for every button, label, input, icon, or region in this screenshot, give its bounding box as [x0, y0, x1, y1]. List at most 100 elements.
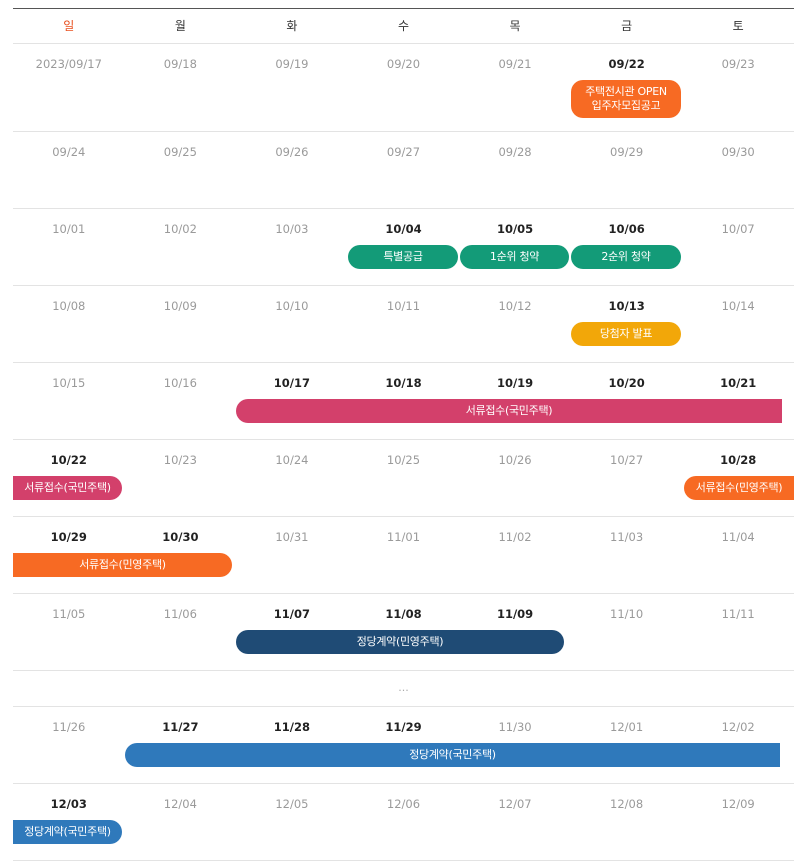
weekday-label: 화: [286, 19, 298, 33]
day-date[interactable]: 10/02: [163, 222, 197, 236]
week-row: 11/26 11/27 11/28 11/29 11/30 12/01 12/02 정당계약(…: [13, 707, 794, 784]
day-date[interactable]: 10/10: [275, 299, 309, 313]
ellipsis-row: ...: [13, 671, 794, 707]
day-date[interactable]: 11/28: [273, 720, 311, 734]
day-date[interactable]: 10/11: [386, 299, 421, 313]
day-date[interactable]: 12/05: [275, 797, 309, 811]
event-bar[interactable]: 주택전시관 OPEN 입주자모집공고: [571, 80, 681, 118]
day-date[interactable]: 10/17: [273, 376, 311, 390]
day-date[interactable]: 10/18: [385, 376, 422, 390]
week-row: 10/01 10/02 10/03 10/04 10/05 10/06 10/07 특별공급 1…: [13, 209, 794, 286]
day-date[interactable]: 10/12: [498, 299, 532, 313]
day-date[interactable]: 11/09: [496, 607, 534, 621]
event-bar[interactable]: 2순위 청약: [571, 245, 681, 269]
event-bar[interactable]: 정당계약(민영주택): [236, 630, 564, 654]
day-date[interactable]: 09/28: [498, 145, 532, 159]
day-date[interactable]: 10/13: [608, 299, 645, 313]
day-date[interactable]: 11/27: [162, 720, 199, 734]
day-date[interactable]: 11/06: [163, 607, 197, 621]
day-date[interactable]: 12/01: [610, 720, 644, 734]
event-bar[interactable]: 특별공급: [348, 245, 458, 269]
event-bar[interactable]: 서류접수(국민주택): [13, 476, 122, 500]
day-date[interactable]: 10/26: [498, 453, 532, 467]
event-bar[interactable]: 정당계약(국민주택): [125, 743, 780, 767]
day-date[interactable]: 10/22: [50, 453, 87, 467]
day-date[interactable]: 12/07: [498, 797, 532, 811]
weekday-label: 금: [621, 19, 633, 33]
week-row: 10/29 10/30 10/31 11/01 11/02 11/03 11/04 서류접수(…: [13, 517, 794, 594]
event-bar[interactable]: 서류접수(민영주택): [13, 553, 232, 577]
day-date[interactable]: 12/06: [386, 797, 421, 811]
day-date[interactable]: 09/25: [163, 145, 197, 159]
week-row: 11/05 11/06 11/07 11/08 11/09 11/10 11/11 정당계약(…: [13, 594, 794, 671]
day-date[interactable]: 10/14: [721, 299, 755, 313]
week-row: 12/03 12/04 12/05 12/06 12/07 12/08 12/09 정당계약(…: [13, 784, 794, 861]
day-date[interactable]: 10/16: [163, 376, 197, 390]
event-bar[interactable]: 1순위 청약: [460, 245, 569, 269]
day-date[interactable]: 2023/09/17: [35, 57, 102, 71]
day-date[interactable]: 11/08: [385, 607, 422, 621]
ellipsis: ...: [398, 681, 409, 694]
day-date[interactable]: 10/01: [52, 222, 86, 236]
day-date[interactable]: 10/09: [163, 299, 197, 313]
day-date[interactable]: 12/08: [610, 797, 644, 811]
weekday-label: 월: [174, 19, 186, 33]
event-bar[interactable]: 서류접수(민영주택): [684, 476, 794, 500]
day-date[interactable]: 11/01: [386, 530, 421, 544]
day-date[interactable]: 10/20: [608, 376, 645, 390]
day-date[interactable]: 09/22: [608, 57, 645, 71]
day-date[interactable]: 11/29: [385, 720, 422, 734]
day-date[interactable]: 09/23: [721, 57, 755, 71]
day-date[interactable]: 09/27: [386, 145, 421, 159]
week-row: 10/08 10/09 10/10 10/11 10/12 10/13 10/14 당첨자 발…: [13, 286, 794, 363]
day-date[interactable]: 12/04: [163, 797, 197, 811]
day-date[interactable]: 11/05: [52, 607, 86, 621]
day-date[interactable]: 10/23: [163, 453, 197, 467]
day-date[interactable]: 10/08: [52, 299, 86, 313]
weekday-label: 수: [397, 19, 409, 33]
week-row: 2023/09/17 09/18 09/19 09/20 09/21 09/22 09/23…: [13, 44, 794, 132]
day-date[interactable]: 10/07: [721, 222, 755, 236]
day-date[interactable]: 11/11: [721, 607, 755, 621]
week-row: 10/15 10/16 10/17 10/18 10/19 10/20 10/21 서류접수(…: [13, 363, 794, 440]
day-date[interactable]: 10/31: [275, 530, 309, 544]
day-date[interactable]: 10/27: [610, 453, 644, 467]
day-date[interactable]: 10/19: [496, 376, 534, 390]
day-date[interactable]: 12/02: [721, 720, 755, 734]
calendar-weeks: 2023/09/17 09/18 09/19 09/20 09/21 09/22 09/23…: [13, 44, 794, 861]
day-date[interactable]: 10/21: [720, 376, 757, 390]
day-date[interactable]: 09/18: [163, 57, 197, 71]
event-bar[interactable]: 서류접수(국민주택): [236, 399, 782, 423]
day-date[interactable]: 09/19: [275, 57, 309, 71]
day-date[interactable]: 09/29: [610, 145, 644, 159]
day-date[interactable]: 12/09: [721, 797, 755, 811]
weekday-label: 목: [509, 19, 521, 33]
day-date[interactable]: 10/29: [50, 530, 87, 544]
day-date[interactable]: 09/26: [275, 145, 309, 159]
day-date[interactable]: 12/03: [50, 797, 87, 811]
event-bar[interactable]: 당첨자 발표: [571, 322, 681, 346]
day-date[interactable]: 11/04: [721, 530, 755, 544]
day-date[interactable]: 09/24: [52, 145, 86, 159]
day-date[interactable]: 11/03: [610, 530, 644, 544]
day-date[interactable]: 10/03: [275, 222, 309, 236]
day-date[interactable]: 10/06: [608, 222, 645, 236]
day-date[interactable]: 11/02: [498, 530, 532, 544]
day-date[interactable]: 10/28: [720, 453, 757, 467]
event-bar[interactable]: 정당계약(국민주택): [13, 820, 122, 844]
day-date[interactable]: 11/30: [498, 720, 532, 734]
day-date[interactable]: 10/15: [52, 376, 86, 390]
day-date[interactable]: 11/26: [52, 720, 86, 734]
day-date[interactable]: 11/07: [273, 607, 311, 621]
day-date[interactable]: 10/24: [275, 453, 309, 467]
day-date[interactable]: 10/05: [496, 222, 534, 236]
day-date[interactable]: 09/20: [386, 57, 421, 71]
day-date[interactable]: 10/04: [385, 222, 422, 236]
day-date[interactable]: 09/21: [498, 57, 532, 71]
day-date[interactable]: 09/30: [721, 145, 755, 159]
day-date[interactable]: 10/25: [386, 453, 421, 467]
day-date[interactable]: 11/10: [610, 607, 644, 621]
weekday-label: 일: [63, 19, 75, 33]
day-date[interactable]: 10/30: [162, 530, 199, 544]
